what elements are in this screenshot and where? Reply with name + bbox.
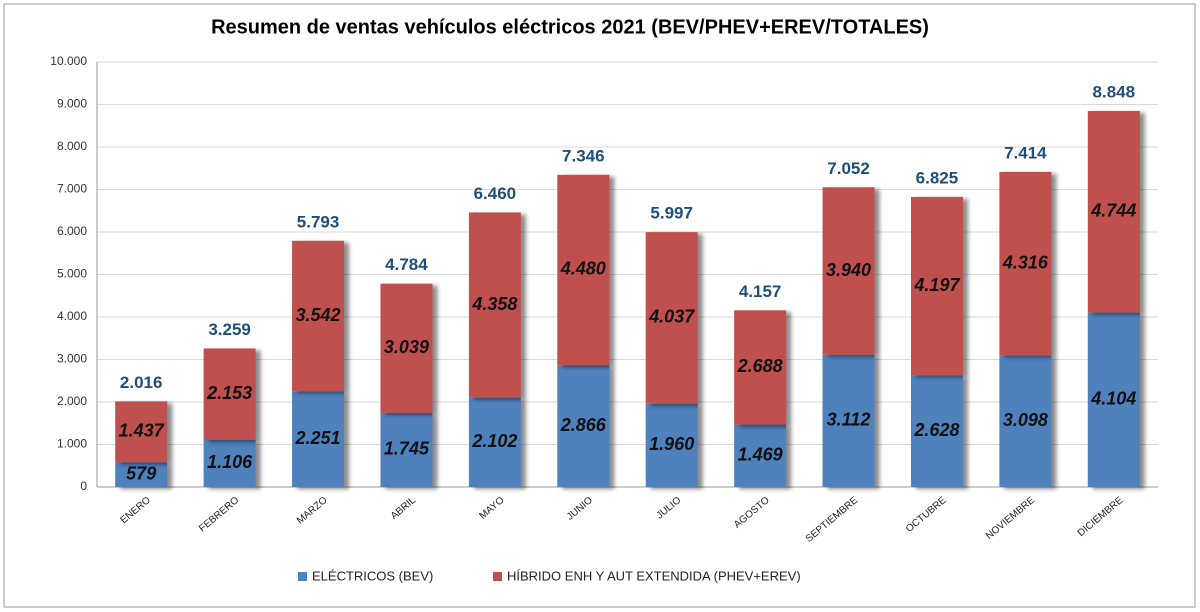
data-label: 4.037	[648, 307, 695, 327]
total-label: 4.784	[385, 255, 428, 274]
y-tick-label: 4.000	[57, 309, 87, 323]
bar-segment	[292, 391, 345, 487]
total-label: 7.052	[827, 159, 870, 178]
data-label: 3.112	[827, 410, 871, 430]
bar-segment	[203, 439, 256, 487]
bar-segment	[292, 240, 345, 392]
y-tick-label: 6.000	[57, 224, 87, 238]
data-label: 579	[126, 463, 156, 483]
total-label: 3.259	[208, 320, 251, 339]
bar-segment	[380, 283, 433, 413]
data-label: 1.745	[384, 439, 430, 459]
bar-segment	[999, 171, 1052, 356]
data-label: 1.469	[738, 445, 783, 465]
bar-segment	[203, 348, 256, 440]
y-tick-label: 7.000	[57, 182, 87, 196]
bar-segment	[999, 355, 1052, 487]
y-tick-label: 2.000	[57, 394, 87, 408]
data-label: 4.358	[471, 294, 517, 314]
bar-segment	[1087, 312, 1140, 487]
bar-segment	[115, 401, 168, 463]
data-label: 2.251	[295, 428, 341, 448]
data-label: 4.316	[1002, 252, 1049, 272]
bar-segment	[115, 462, 168, 487]
total-label: 4.157	[739, 282, 782, 301]
y-tick-label: 9.000	[57, 97, 87, 111]
bar-segment	[468, 397, 521, 487]
bar-segment	[910, 375, 963, 487]
data-label: 1.437	[119, 421, 165, 441]
legend-label: HÍBRIDO ENH Y AUT EXTENDIDA (PHEV+EREV)	[507, 568, 801, 583]
data-label: 1.960	[649, 434, 694, 454]
total-label: 7.346	[562, 146, 605, 165]
total-label: 5.997	[650, 204, 693, 223]
bar-segment	[822, 354, 875, 487]
data-label: 2.866	[560, 415, 607, 435]
chart-title: Resumen de ventas vehículos eléctricos 2…	[211, 16, 929, 38]
data-label: 3.098	[1003, 410, 1048, 430]
data-label: 2.688	[737, 356, 783, 376]
bar-segment	[468, 212, 521, 398]
bar-segment	[645, 403, 698, 487]
y-tick-label: 5.000	[57, 267, 87, 281]
bar-segment	[734, 424, 787, 487]
bar-segment	[1087, 110, 1140, 313]
bar-segment	[822, 187, 875, 355]
total-label: 2.016	[120, 373, 163, 392]
bar-segment	[910, 196, 963, 376]
y-tick-label: 1.000	[57, 437, 87, 451]
legend-label: ELÉCTRICOS (BEV)	[312, 568, 433, 583]
data-label: 3.542	[296, 305, 341, 325]
bar-segment	[557, 174, 610, 366]
y-tick-label: 3.000	[57, 352, 87, 366]
data-label: 4.480	[560, 259, 606, 279]
total-label: 6.460	[474, 184, 517, 203]
data-label: 2.102	[471, 431, 517, 451]
y-tick-label: 8.000	[57, 139, 87, 153]
bar-segment	[645, 232, 698, 404]
y-tick-label: 0	[80, 479, 87, 493]
data-label: 2.153	[206, 383, 252, 403]
bar-segment	[734, 310, 787, 425]
bar-segment	[380, 412, 433, 487]
data-label: 4.744	[1090, 201, 1136, 221]
total-label: 6.825	[916, 168, 959, 187]
data-label: 4.197	[913, 275, 960, 295]
total-label: 7.414	[1004, 143, 1047, 162]
legend-swatch	[493, 572, 502, 581]
total-label: 5.793	[297, 212, 340, 231]
bar-segment	[557, 365, 610, 487]
legend-swatch	[298, 572, 307, 581]
data-label: 4.104	[1090, 389, 1136, 409]
data-label: 1.106	[207, 452, 253, 472]
y-tick-label: 10.000	[50, 54, 87, 68]
data-label: 3.940	[826, 260, 871, 280]
total-label: 8.848	[1093, 82, 1136, 101]
data-label: 3.039	[384, 337, 429, 357]
data-label: 2.628	[913, 420, 959, 440]
